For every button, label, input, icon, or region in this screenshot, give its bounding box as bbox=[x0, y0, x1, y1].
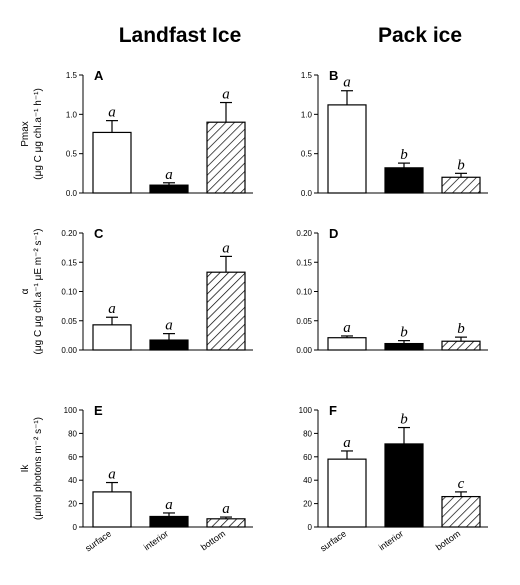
y-tick-label: 40 bbox=[68, 476, 77, 485]
y-tick-label: 1.5 bbox=[66, 71, 78, 80]
panel-f: 0 20 40 60 80 100 Fa surface b interior c bottom bbox=[299, 403, 488, 554]
bar-interior bbox=[384, 342, 424, 351]
panel-letter: E bbox=[94, 403, 103, 418]
y-axis-label: α bbox=[20, 288, 31, 294]
bar-bottom bbox=[206, 271, 246, 351]
significance-letter: a bbox=[343, 435, 351, 451]
bar-bottom bbox=[206, 121, 246, 194]
x-category-label: interior bbox=[142, 528, 170, 552]
bar-surface bbox=[327, 337, 367, 351]
significance-letter: a bbox=[222, 501, 230, 517]
panel-letter: B bbox=[329, 68, 338, 83]
significance-letter: a bbox=[343, 75, 351, 91]
y-tick-label: 0.15 bbox=[296, 258, 312, 267]
panel-letter: D bbox=[329, 226, 338, 241]
bar-surface bbox=[92, 491, 132, 528]
y-tick-label: 80 bbox=[303, 429, 312, 438]
significance-letter: a bbox=[165, 318, 173, 334]
y-axis-label: (μmol photons m⁻² s⁻¹) bbox=[33, 417, 44, 520]
panel-letter: C bbox=[94, 226, 104, 241]
column-title-landfast: Landfast Ice bbox=[118, 24, 242, 47]
y-tick-label: 100 bbox=[299, 406, 313, 415]
y-tick-label: 0.5 bbox=[66, 150, 78, 159]
significance-letter: c bbox=[458, 476, 465, 492]
y-axis-label: (μg C μg chl.a⁻¹ μE m⁻² s⁻¹) bbox=[33, 229, 44, 355]
significance-letter: a bbox=[343, 320, 351, 336]
x-category-label: surface bbox=[83, 528, 113, 553]
y-tick-label: 0.10 bbox=[296, 288, 312, 297]
y-tick-label: 20 bbox=[68, 500, 77, 509]
bar-surface bbox=[92, 131, 132, 194]
y-tick-label: 1.5 bbox=[301, 71, 313, 80]
significance-letter: a bbox=[165, 497, 173, 513]
y-tick-label: 0.15 bbox=[61, 258, 77, 267]
panel-c: 0.00 0.05 0.10 0.15 0.20 Cα (μg C μg chl.a⁻¹ μ… bbox=[20, 226, 253, 355]
y-tick-label: 0.0 bbox=[301, 189, 313, 198]
panel-e: 0 20 40 60 80 100 E Ik (μmol photons m⁻² s⁻¹) a su… bbox=[20, 403, 253, 554]
y-tick-label: 0.05 bbox=[61, 317, 77, 326]
y-tick-label: 100 bbox=[64, 406, 78, 415]
y-tick-label: 0.00 bbox=[61, 346, 77, 355]
x-category-label: bottom bbox=[434, 528, 462, 552]
y-tick-label: 40 bbox=[303, 476, 312, 485]
significance-letter: b bbox=[400, 325, 408, 341]
x-category-label: interior bbox=[377, 528, 405, 552]
column-title-pack: Pack ice bbox=[377, 24, 463, 47]
y-tick-label: 20 bbox=[303, 500, 312, 509]
bar-bottom bbox=[441, 176, 481, 194]
y-tick-label: 0 bbox=[308, 523, 313, 532]
significance-letter: b bbox=[457, 321, 465, 337]
significance-letter: b bbox=[400, 147, 408, 163]
y-tick-label: 80 bbox=[68, 429, 77, 438]
bar-surface bbox=[327, 104, 367, 194]
y-axis-label: (μg C μg chl.a⁻¹ h⁻¹) bbox=[33, 88, 44, 180]
significance-letter: a bbox=[222, 87, 230, 103]
bar-interior bbox=[384, 443, 424, 528]
significance-letter: a bbox=[222, 240, 230, 256]
bar-interior bbox=[149, 339, 189, 351]
significance-letter: a bbox=[108, 467, 116, 483]
y-tick-label: 1.0 bbox=[301, 110, 313, 119]
y-tick-label: 0.10 bbox=[61, 288, 77, 297]
panel-a: 0.0 0.5 1.0 1.5 A Pmax (μg C μg chl.a⁻¹ h⁻¹) a a… bbox=[20, 68, 253, 198]
y-tick-label: 60 bbox=[303, 453, 312, 462]
bar-bottom bbox=[206, 518, 246, 528]
y-tick-label: 0.20 bbox=[61, 229, 77, 238]
bar-surface bbox=[327, 458, 367, 528]
y-tick-label: 0 bbox=[73, 523, 78, 532]
significance-letter: a bbox=[108, 105, 116, 121]
y-tick-label: 0.00 bbox=[296, 346, 312, 355]
panel-letter: A bbox=[94, 68, 104, 83]
bar-interior bbox=[149, 515, 189, 528]
y-tick-label: 0.05 bbox=[296, 317, 312, 326]
y-tick-label: 0.0 bbox=[66, 189, 78, 198]
bar-interior bbox=[384, 167, 424, 194]
significance-letter: b bbox=[400, 412, 408, 428]
bar-interior bbox=[149, 184, 189, 194]
x-category-label: bottom bbox=[199, 528, 227, 552]
panel-d: 0.00 0.05 0.10 0.15 0.20 Da b b bbox=[296, 226, 488, 355]
y-tick-label: 1.0 bbox=[66, 110, 78, 119]
y-tick-label: 60 bbox=[68, 453, 77, 462]
y-tick-label: 0.20 bbox=[296, 229, 312, 238]
bar-surface bbox=[92, 324, 132, 351]
significance-letter: a bbox=[165, 167, 173, 183]
significance-letter: a bbox=[108, 301, 116, 317]
y-axis-label: Ik bbox=[20, 464, 31, 473]
y-tick-label: 0.5 bbox=[301, 150, 313, 159]
bar-bottom bbox=[441, 340, 481, 351]
panel-letter: F bbox=[329, 403, 337, 418]
bar-bottom bbox=[441, 495, 481, 528]
significance-letter: b bbox=[457, 157, 465, 173]
x-category-label: surface bbox=[318, 528, 348, 553]
y-axis-label: Pmax bbox=[20, 121, 31, 147]
